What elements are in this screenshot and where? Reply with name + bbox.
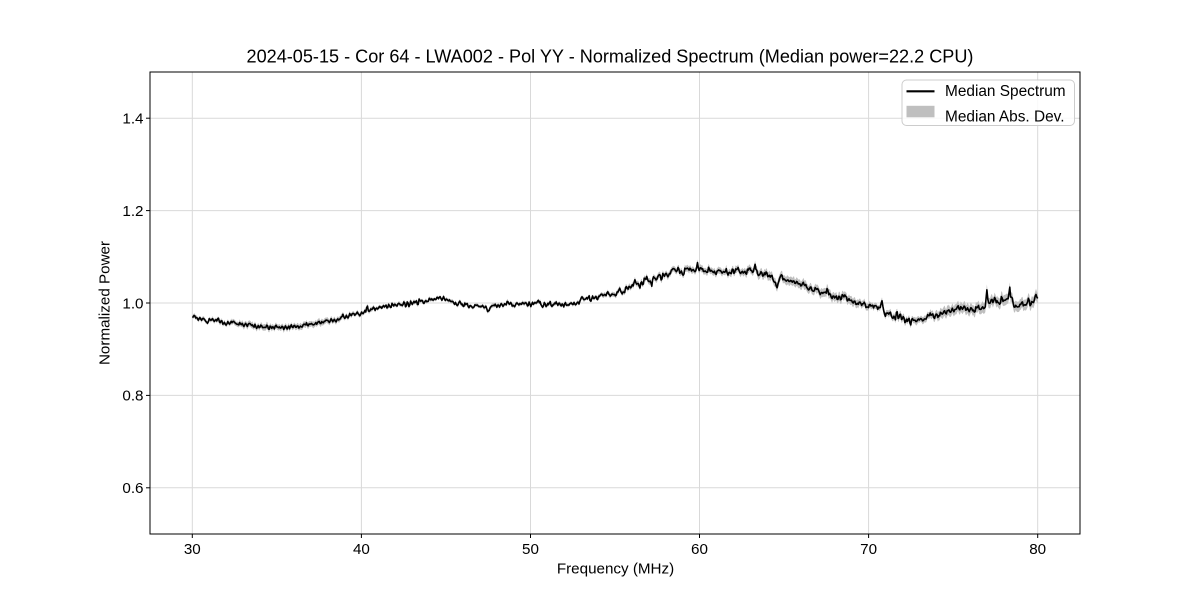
svg-text:30: 30	[184, 541, 201, 558]
svg-text:40: 40	[353, 541, 370, 558]
svg-text:0.8: 0.8	[122, 388, 143, 405]
svg-text:1.0: 1.0	[122, 295, 143, 312]
svg-text:0.6: 0.6	[122, 480, 143, 497]
svg-text:80: 80	[1029, 541, 1046, 558]
svg-text:1.4: 1.4	[122, 111, 143, 128]
svg-text:2024-05-15 - Cor 64 - LWA002 -: 2024-05-15 - Cor 64 - LWA002 - Pol YY - …	[247, 47, 974, 67]
svg-text:Frequency (MHz): Frequency (MHz)	[557, 561, 674, 578]
svg-text:50: 50	[522, 541, 539, 558]
svg-text:70: 70	[860, 541, 877, 558]
svg-text:Median Spectrum: Median Spectrum	[945, 83, 1066, 100]
svg-text:Normalized Power: Normalized Power	[97, 241, 114, 365]
svg-text:Median Abs. Dev.: Median Abs. Dev.	[945, 108, 1064, 125]
svg-text:60: 60	[691, 541, 708, 558]
svg-text:1.2: 1.2	[122, 203, 143, 220]
